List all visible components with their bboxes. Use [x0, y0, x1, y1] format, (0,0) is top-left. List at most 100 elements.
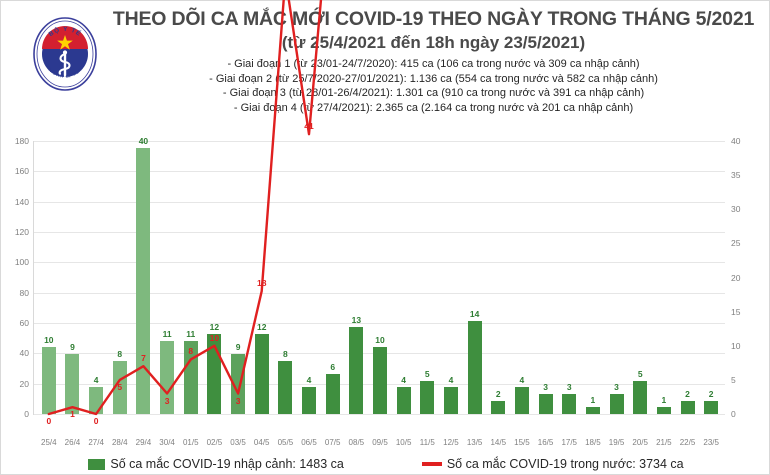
y-axis-left-tick: 120 [14, 227, 29, 237]
x-axis-tick: 10/5 [395, 438, 412, 447]
bar-imported-cases[interactable] [183, 340, 198, 414]
phase-line: - Giai đoạn 1 (từ 23/01-24/7/2020): 415 … [227, 58, 640, 70]
y-axis-left-tick: 60 [19, 318, 29, 328]
bar-value-label: 11 [186, 328, 196, 339]
x-axis-tick: 12/5 [443, 438, 459, 447]
y-axis-left-tick: 0 [24, 409, 29, 419]
legend-item-imported[interactable]: Số ca mắc COVID-19 nhập cảnh: 1483 ca [88, 457, 344, 471]
bar-imported-cases[interactable] [633, 380, 648, 414]
y-axis-right-tick: 15 [731, 306, 741, 317]
line-value-label: 0 [93, 416, 99, 426]
line-value-label: 41 [304, 121, 314, 132]
x-axis-tick: 16/5 [537, 438, 554, 447]
bar-imported-cases[interactable] [160, 340, 175, 414]
bar-imported-cases[interactable] [41, 347, 56, 414]
gridline [33, 171, 725, 173]
bar-value-label: 4 [448, 375, 454, 386]
bar-imported-cases[interactable] [443, 387, 458, 414]
gridline [33, 414, 725, 415]
ministry-of-health-logo-icon: BỘ Y TẾ MINISTRY OF HEALTH [29, 9, 101, 95]
bar-imported-cases[interactable] [254, 334, 269, 414]
x-axis-tick: 26/4 [64, 438, 81, 447]
x-axis-tick: 30/4 [159, 438, 175, 447]
bar-imported-cases[interactable] [491, 400, 506, 414]
legend-imported-label: Số ca mắc COVID-19 nhập cảnh: 1483 ca [110, 457, 344, 471]
bar-value-label: 3 [614, 382, 619, 393]
left-axis-line [33, 141, 34, 415]
bar-value-label: 1 [590, 395, 596, 406]
phase-line: - Giai đoạn 2 (từ 25/7/2020-27/01/2021):… [209, 72, 658, 85]
y-axis-left-tick: 40 [19, 348, 29, 359]
x-axis-tick: 13/5 [466, 438, 483, 447]
bar-imported-cases[interactable] [112, 360, 127, 414]
bar-imported-cases[interactable] [609, 394, 624, 414]
line-value-label: 18 [256, 278, 267, 289]
bar-value-label: 10 [44, 335, 54, 346]
bar-imported-cases[interactable] [538, 394, 553, 414]
bar-imported-cases[interactable] [420, 380, 435, 414]
x-axis-tick: 28/4 [111, 438, 128, 447]
bar-imported-cases[interactable] [704, 400, 719, 414]
bar-value-label: 12 [209, 322, 220, 333]
bar-value-label: 5 [637, 368, 643, 379]
y-axis-right-tick: 25 [731, 238, 741, 249]
bar-value-label: 10 [375, 335, 385, 346]
y-axis-right-tick: 30 [731, 204, 741, 215]
x-axis-tick: 14/5 [490, 438, 507, 447]
x-axis-tick: 21/5 [656, 438, 672, 447]
line-value-label: 3 [235, 395, 241, 406]
x-axis-tick: 09/5 [372, 438, 388, 447]
bar-series-layer: 10 9 4 8 40 11 11 12 9 12 8 4 6 13 10 4 5 4 14 2 4 3 3 1 3 5 1 2 2 [1, 127, 770, 438]
legend-line-swatch-icon [421, 462, 442, 466]
bar-value-label: 40 [138, 135, 149, 146]
y-axis-right-tick: 40 [731, 136, 741, 146]
bar-value-label: 6 [330, 362, 336, 373]
y-axis-left-tick: 180 [14, 136, 29, 146]
bar-value-label: 8 [283, 348, 288, 359]
y-axis-left-tick: 140 [14, 196, 29, 207]
legend-item-domestic[interactable]: Số ca mắc COVID-19 trong nước: 3734 ca [421, 457, 684, 471]
bar-value-label: 11 [162, 328, 172, 339]
bar-value-label: 9 [70, 342, 75, 353]
line-value-label: 5 [117, 381, 123, 392]
x-axis-tick: 29/4 [135, 438, 152, 447]
gridline [33, 323, 725, 324]
gridline [33, 292, 725, 294]
x-axis-tick: 02/5 [206, 438, 223, 447]
bar-imported-cases[interactable] [325, 374, 340, 414]
bar-imported-cases[interactable] [585, 407, 600, 414]
phase-line: - Giai đoạn 4 (từ 27/4/2021): 2.365 ca (… [233, 101, 634, 114]
bar-imported-cases[interactable] [562, 394, 577, 414]
bar-imported-cases[interactable] [136, 147, 151, 414]
bar-value-label: 4 [401, 375, 406, 386]
chart-legend: Số ca mắc COVID-19 nhập cảnh: 1483 ca Số… [1, 453, 770, 475]
bar-imported-cases[interactable] [680, 400, 695, 414]
bar-value-label: 4 [93, 375, 99, 386]
bar-imported-cases[interactable] [231, 354, 246, 414]
line-value-label: 10 [209, 332, 220, 343]
bar-imported-cases[interactable] [373, 347, 387, 414]
page-title: THEO DÕI CA MẮC MỚI COVID-19 THEO NGÀY T… [112, 8, 755, 30]
bar-imported-cases[interactable] [65, 354, 80, 414]
bar-imported-cases[interactable] [278, 360, 293, 414]
phase-summary-list: - Giai đoạn 1 (từ 23/01-24/7/2020): 415 … [106, 57, 761, 115]
line-series-layer [47, 0, 323, 416]
bar-imported-cases[interactable] [349, 327, 364, 414]
bar-value-label: 12 [256, 322, 267, 333]
bar-value-label: 4 [519, 375, 525, 386]
bar-imported-cases[interactable] [396, 387, 411, 414]
line-value-label: 8 [188, 346, 194, 357]
y-axis-right-tick: 10 [731, 340, 741, 351]
bar-imported-cases[interactable] [656, 407, 671, 414]
bar-imported-cases[interactable] [302, 387, 317, 414]
bar-imported-cases[interactable] [514, 387, 529, 414]
x-axis-tick: 18/5 [585, 438, 601, 447]
x-axis-tick: 23/5 [703, 438, 719, 447]
chart-plot-area: 0 20 40 60 80 100 120 140 160 180 0 5 10 15 20 25 30 35 40… [1, 0, 770, 438]
bar-imported-cases[interactable] [467, 320, 482, 414]
y-axis-left-tick: 80 [19, 287, 29, 298]
bar-value-label: 5 [424, 368, 430, 379]
y-axis-right-tick: 5 [731, 374, 736, 385]
gridline [33, 201, 725, 203]
gridline [33, 141, 725, 142]
